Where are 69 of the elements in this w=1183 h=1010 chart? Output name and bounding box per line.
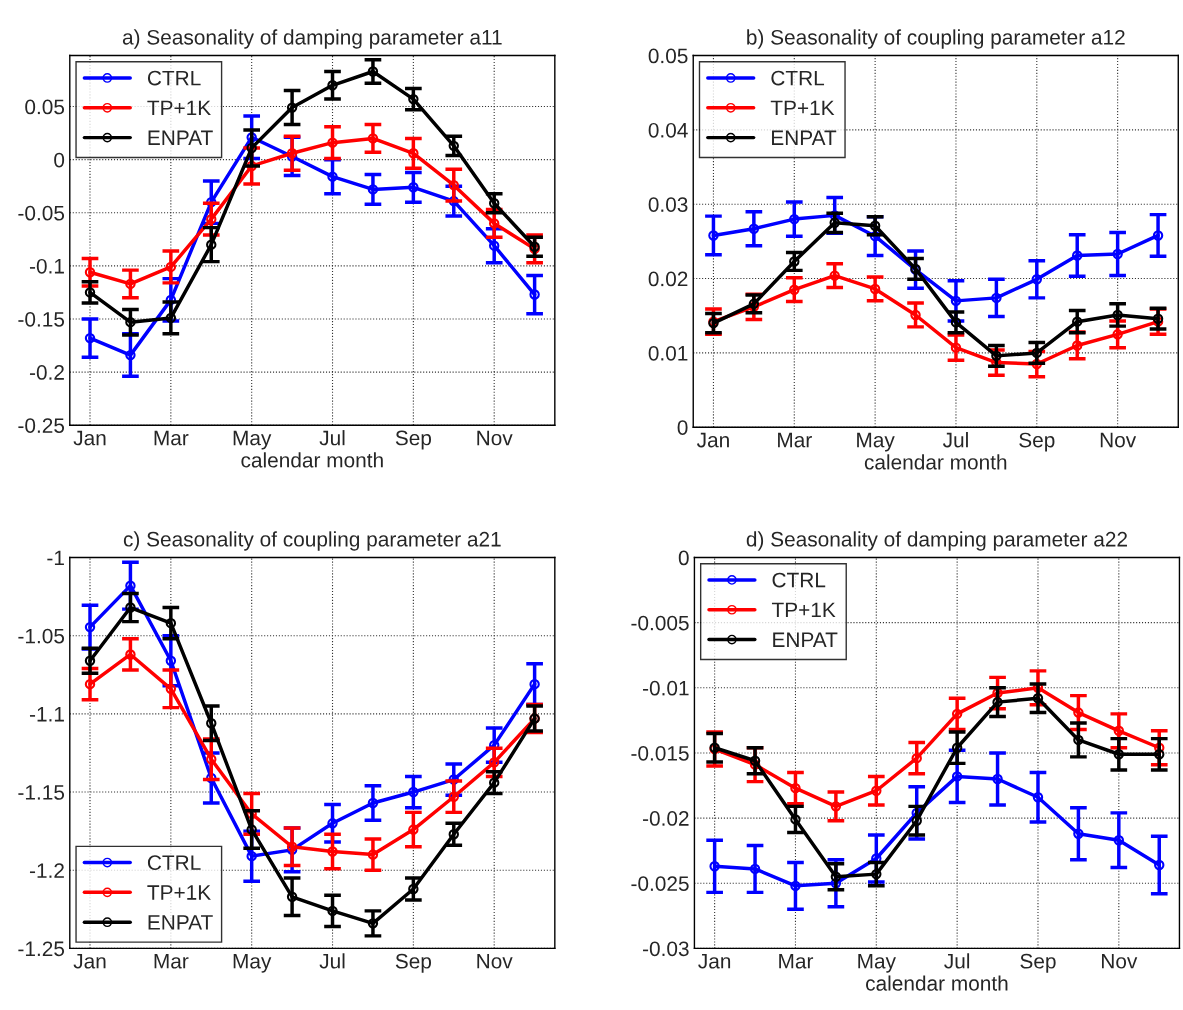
y-tick-label: -1.25 [18, 941, 65, 957]
x-tick-label: Jan [696, 432, 729, 448]
x-tick-label: Sep [1019, 432, 1055, 452]
y-tick-label: -0.05 [18, 205, 65, 221]
legend-label: CTRL [147, 855, 201, 871]
legend-label: TP+1K [770, 100, 835, 116]
y-tick-label: -1 [47, 550, 64, 566]
x-tick-label: Nov [1102, 954, 1138, 969]
legend-label: CTRL [147, 70, 201, 86]
x-tick-label: Nov [477, 954, 513, 969]
x-tick-label: Mar [778, 432, 812, 448]
x-tick-label: May [857, 432, 895, 452]
y-tick-label: -1.15 [18, 785, 65, 800]
y-tick-label: -1.05 [18, 628, 65, 644]
x-tick-label: Jan [73, 954, 106, 969]
y-tick-label: 0.03 [648, 197, 688, 212]
y-tick-label: -0.025 [631, 876, 689, 891]
y-tick-label: -0.2 [29, 365, 64, 380]
y-tick-label: -1.2 [29, 863, 64, 878]
y-tick-label: -0.015 [631, 745, 689, 761]
legend-label: TP+1K [147, 885, 211, 900]
y-tick-label: -0.15 [18, 311, 65, 327]
x-tick-label: May [233, 430, 272, 450]
x-tick-label: Mar [154, 430, 189, 446]
x-tick-label: May [233, 954, 272, 973]
y-tick-label: -0.1 [29, 258, 64, 274]
x-tick-label: Jan [698, 954, 731, 969]
legend-label: ENPAT [148, 130, 213, 145]
legend-label: TP+1K [771, 602, 836, 618]
x-tick-label: May [858, 954, 896, 973]
y-tick-label: -0.25 [18, 418, 65, 433]
y-tick-label: 0.02 [648, 271, 688, 287]
y-tick-label: -0.03 [643, 941, 689, 957]
x-tick-label: Sep [395, 430, 432, 450]
x-axis-title: calendar month [241, 452, 383, 468]
y-tick-label: 0.05 [25, 99, 65, 115]
legend-label: ENPAT [773, 632, 838, 647]
x-tick-label: Mar [154, 954, 189, 969]
legend-label: CTRL [771, 70, 825, 86]
x-tick-label: Sep [395, 953, 432, 973]
legend-label: TP+1K [147, 100, 211, 116]
y-tick-label: 0.04 [648, 122, 688, 138]
x-tick-label: Mar [779, 954, 814, 969]
y-tick-label: 0 [54, 152, 65, 168]
x-tick-label: Sep [1020, 953, 1056, 973]
y-tick-label: 0 [678, 550, 689, 566]
y-tick-label: -1.1 [29, 707, 64, 722]
y-tick-label: 0.01 [648, 345, 688, 361]
y-tick-label: 0.05 [648, 48, 688, 64]
legend-label: ENPAT [148, 915, 213, 930]
x-tick-label: Jul [942, 432, 968, 448]
x-tick-label: Nov [477, 430, 513, 446]
x-tick-label: Jan [73, 430, 106, 446]
x-tick-label: Nov [1100, 432, 1137, 448]
y-tick-label: 0 [677, 420, 688, 435]
chart-title: a) Seasonality of damping parameter a11 [122, 29, 502, 49]
x-tick-label: Jul [319, 953, 345, 969]
chart-title: b) Seasonality of coupling parameter a12 [747, 29, 1125, 49]
y-tick-label: -0.005 [631, 615, 689, 631]
chart-title: c) Seasonality of coupling parameter a21 [123, 531, 501, 551]
x-tick-label: Jul [319, 430, 345, 446]
x-tick-label: Jul [944, 953, 970, 969]
x-axis-title: calendar month [866, 975, 1008, 991]
legend-label: CTRL [772, 572, 826, 588]
y-tick-label: -0.01 [643, 680, 689, 696]
x-axis-title: calendar month [864, 454, 1007, 470]
legend-label: ENPAT [772, 130, 837, 145]
chart-title: d) Seasonality of damping parameter a22 [746, 531, 1127, 551]
y-tick-label: -0.02 [643, 811, 689, 826]
